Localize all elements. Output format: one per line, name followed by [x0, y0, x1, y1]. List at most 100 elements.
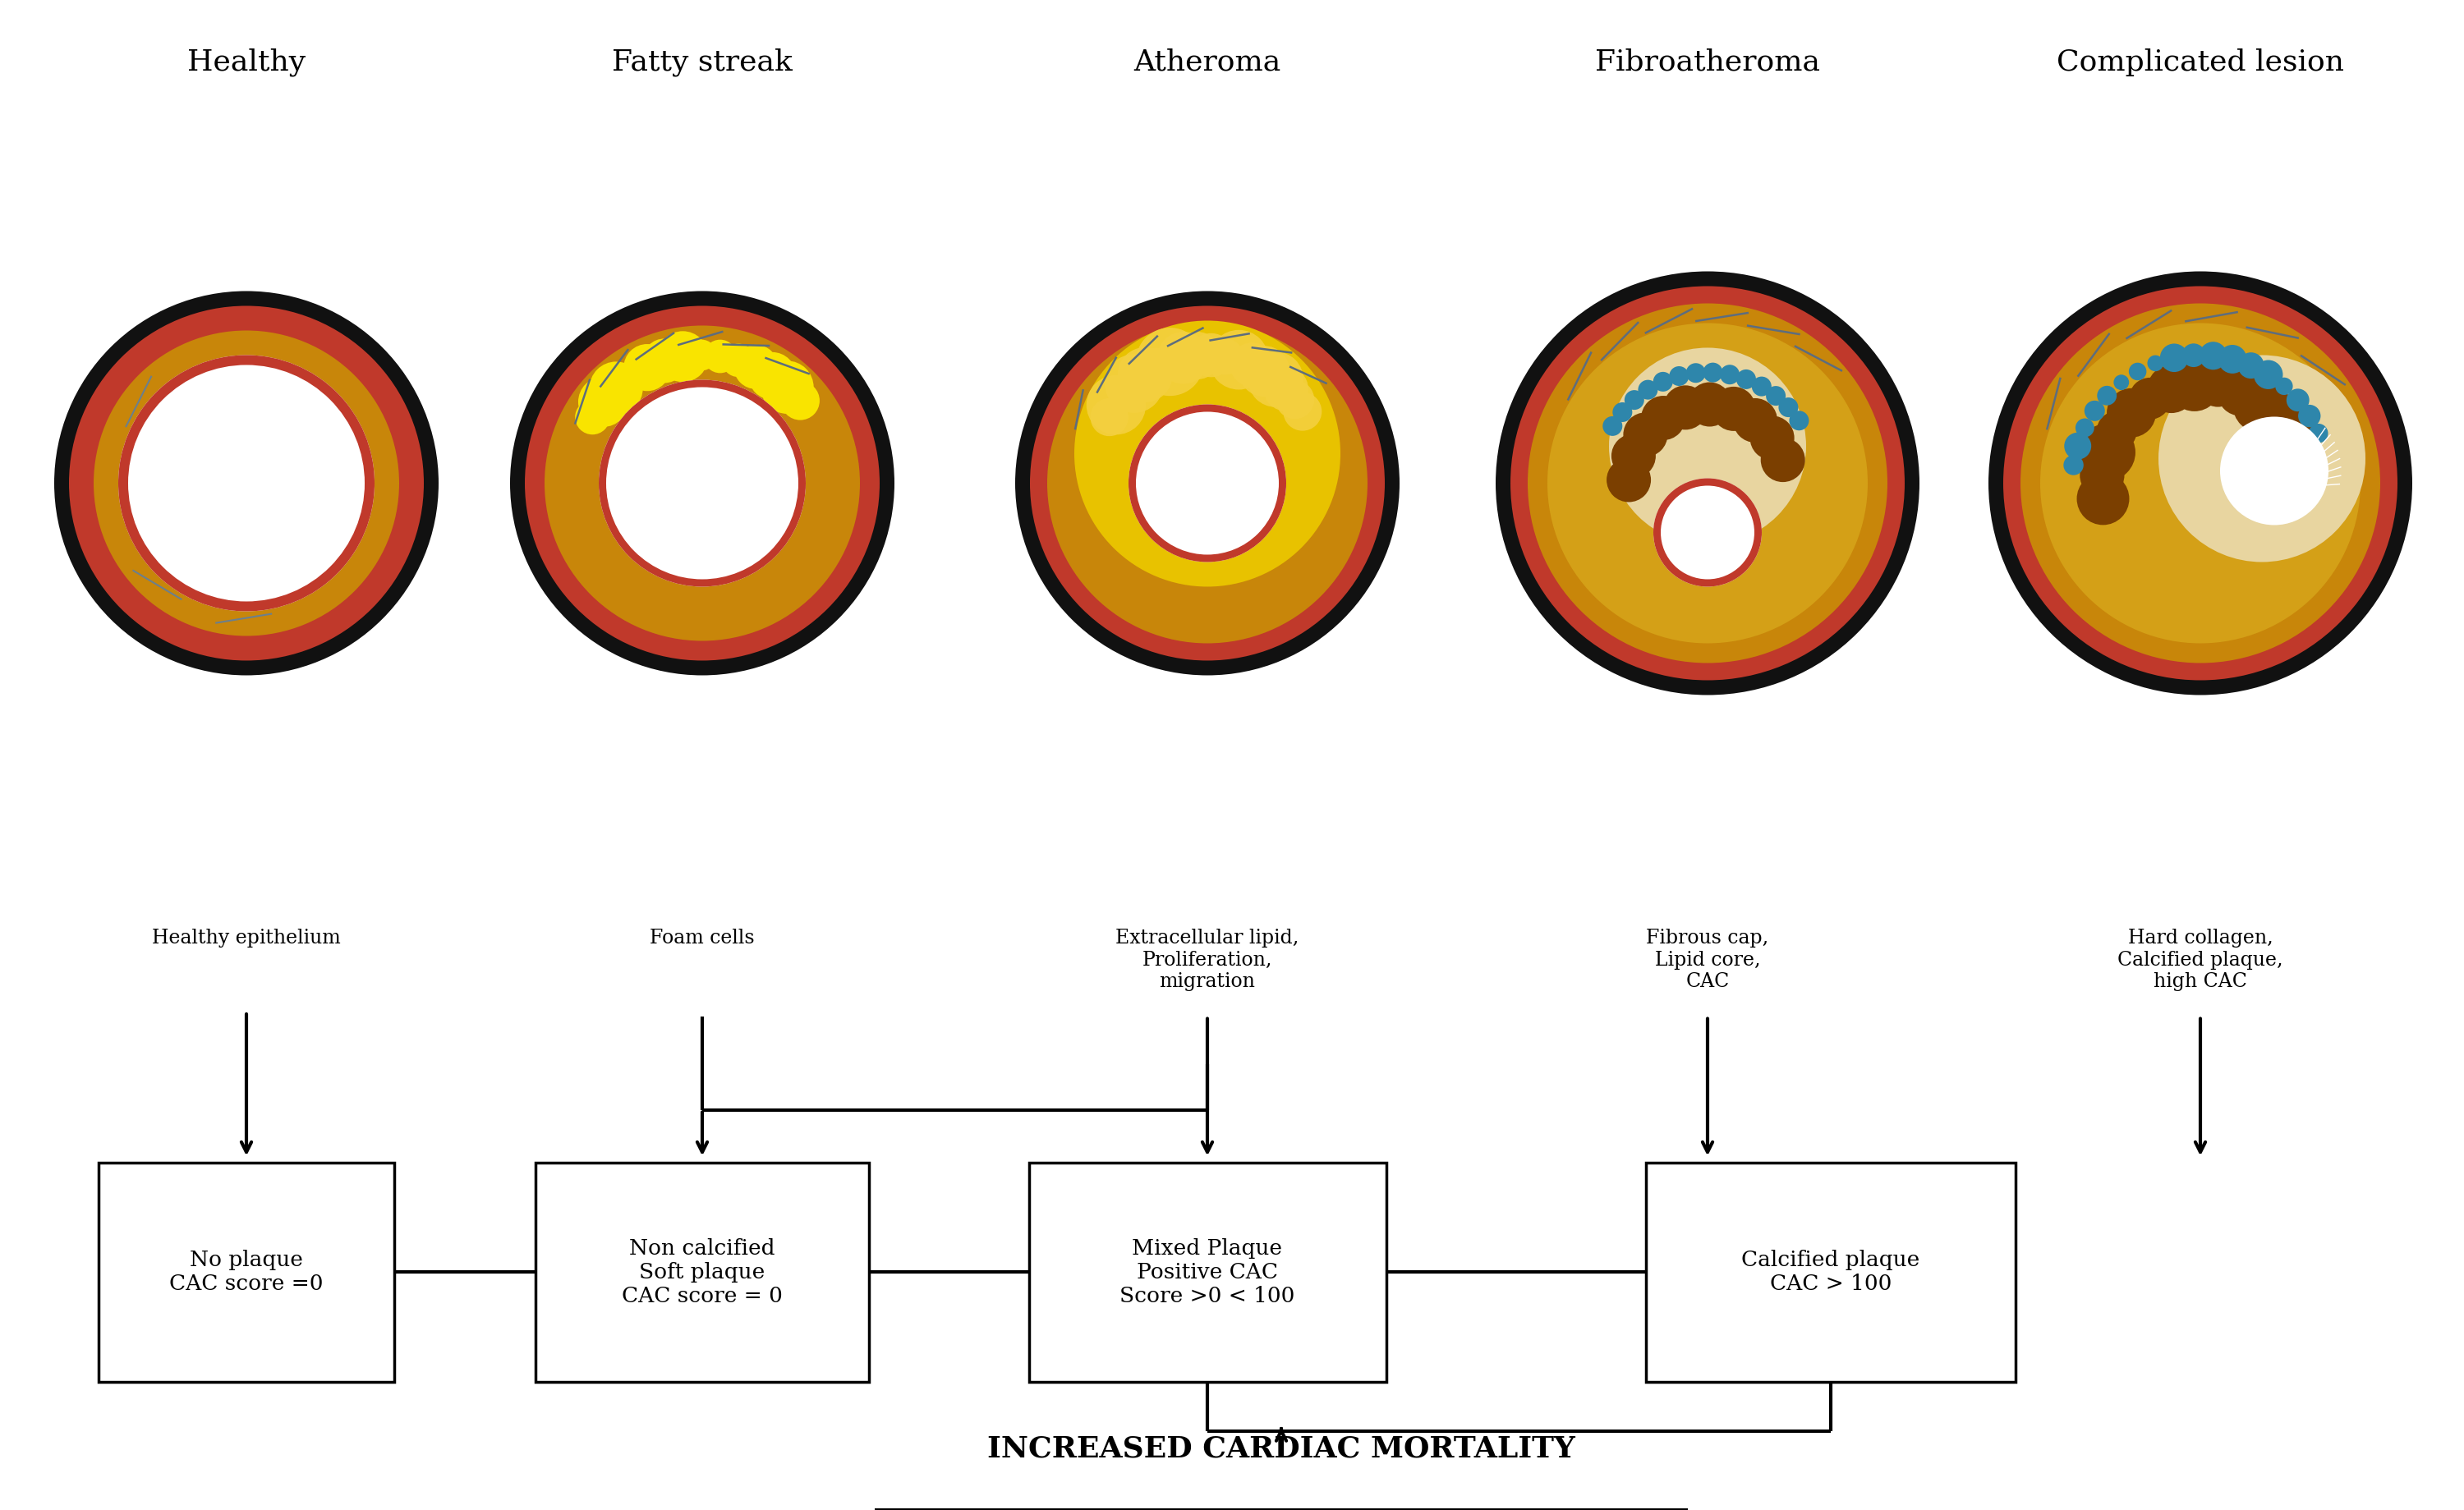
- Ellipse shape: [1779, 397, 1799, 417]
- Ellipse shape: [1496, 272, 1919, 695]
- Text: Complicated lesion: Complicated lesion: [2057, 48, 2343, 76]
- Ellipse shape: [1663, 385, 1708, 430]
- FancyBboxPatch shape: [1030, 1163, 1385, 1382]
- Ellipse shape: [1767, 387, 1786, 406]
- Ellipse shape: [623, 344, 670, 391]
- Ellipse shape: [658, 331, 707, 382]
- Ellipse shape: [2259, 412, 2319, 471]
- Ellipse shape: [2232, 378, 2289, 433]
- Ellipse shape: [1639, 381, 1658, 400]
- Ellipse shape: [1688, 382, 1732, 426]
- Ellipse shape: [1762, 438, 1806, 482]
- Ellipse shape: [702, 340, 737, 373]
- Ellipse shape: [2299, 405, 2321, 427]
- Ellipse shape: [1092, 399, 1129, 436]
- Ellipse shape: [1712, 387, 1757, 430]
- Ellipse shape: [574, 400, 611, 435]
- Ellipse shape: [1230, 343, 1274, 387]
- Ellipse shape: [1047, 323, 1368, 643]
- Ellipse shape: [69, 307, 424, 660]
- Ellipse shape: [2146, 355, 2163, 371]
- Ellipse shape: [685, 340, 717, 370]
- Ellipse shape: [1129, 405, 1286, 562]
- Ellipse shape: [643, 338, 687, 384]
- Ellipse shape: [1720, 365, 1740, 385]
- Ellipse shape: [722, 344, 754, 378]
- Ellipse shape: [2097, 385, 2117, 405]
- Ellipse shape: [2114, 374, 2129, 390]
- Ellipse shape: [1158, 332, 1210, 384]
- Ellipse shape: [2218, 370, 2262, 415]
- Text: Healthy: Healthy: [187, 48, 306, 77]
- Ellipse shape: [1789, 411, 1809, 430]
- Ellipse shape: [1609, 347, 1806, 545]
- Ellipse shape: [599, 379, 806, 587]
- Text: Mixed Plaque
Positive CAC
Score >0 < 100: Mixed Plaque Positive CAC Score >0 < 100: [1119, 1238, 1296, 1306]
- Ellipse shape: [1624, 390, 1643, 409]
- Ellipse shape: [1276, 381, 1313, 418]
- Ellipse shape: [1611, 433, 1656, 479]
- Ellipse shape: [1528, 304, 1887, 663]
- Ellipse shape: [1119, 347, 1173, 402]
- Ellipse shape: [1653, 371, 1673, 391]
- Ellipse shape: [510, 291, 894, 675]
- Ellipse shape: [1087, 374, 1146, 435]
- FancyBboxPatch shape: [99, 1163, 394, 1382]
- Ellipse shape: [1190, 334, 1232, 378]
- Text: Fatty streak: Fatty streak: [611, 48, 793, 77]
- Ellipse shape: [1138, 347, 1178, 387]
- Ellipse shape: [2107, 388, 2156, 438]
- Ellipse shape: [1264, 367, 1308, 411]
- Ellipse shape: [781, 382, 821, 420]
- Ellipse shape: [2065, 432, 2092, 459]
- Ellipse shape: [1284, 393, 1321, 430]
- Text: Healthy epithelium: Healthy epithelium: [153, 929, 340, 948]
- FancyBboxPatch shape: [535, 1163, 867, 1382]
- Text: No plaque
CAC score =0: No plaque CAC score =0: [170, 1250, 323, 1294]
- Text: Fibrous cap,
Lipid core,
CAC: Fibrous cap, Lipid core, CAC: [1646, 929, 1769, 991]
- Ellipse shape: [579, 378, 628, 427]
- Ellipse shape: [2062, 455, 2085, 476]
- Ellipse shape: [734, 344, 779, 390]
- Ellipse shape: [1611, 402, 1631, 421]
- Ellipse shape: [118, 355, 375, 612]
- Ellipse shape: [2247, 393, 2306, 450]
- Ellipse shape: [2085, 400, 2104, 421]
- Ellipse shape: [2287, 388, 2309, 412]
- Ellipse shape: [1104, 355, 1163, 412]
- Ellipse shape: [2237, 352, 2264, 379]
- Ellipse shape: [2255, 359, 2282, 390]
- Ellipse shape: [1136, 328, 1205, 396]
- Ellipse shape: [2003, 285, 2397, 681]
- Ellipse shape: [1129, 405, 1286, 562]
- Ellipse shape: [1685, 362, 1705, 384]
- Ellipse shape: [1074, 320, 1340, 587]
- Ellipse shape: [1173, 332, 1222, 379]
- Text: Foam cells: Foam cells: [650, 929, 754, 948]
- Text: Fibroatheroma: Fibroatheroma: [1594, 48, 1821, 76]
- Ellipse shape: [749, 352, 796, 400]
- Text: Hard collagen,
Calcified plaque,
high CAC: Hard collagen, Calcified plaque, high CA…: [2117, 929, 2284, 991]
- Ellipse shape: [1249, 352, 1303, 408]
- Ellipse shape: [761, 361, 813, 414]
- Text: Atheroma: Atheroma: [1133, 48, 1281, 76]
- Ellipse shape: [606, 387, 798, 580]
- Ellipse shape: [2309, 424, 2328, 442]
- Ellipse shape: [1703, 362, 1722, 382]
- Text: INCREASED CARDIAC MORTALITY: INCREASED CARDIAC MORTALITY: [988, 1434, 1574, 1462]
- Ellipse shape: [2040, 323, 2361, 643]
- Ellipse shape: [1015, 291, 1400, 675]
- Text: Non calcified
Soft plaque
CAC score = 0: Non calcified Soft plaque CAC score = 0: [621, 1238, 784, 1306]
- Ellipse shape: [2218, 344, 2247, 373]
- Ellipse shape: [616, 362, 646, 393]
- Ellipse shape: [1030, 307, 1385, 660]
- Ellipse shape: [1510, 285, 1905, 681]
- Ellipse shape: [2129, 378, 2171, 420]
- Ellipse shape: [1641, 396, 1685, 439]
- Ellipse shape: [1749, 415, 1794, 461]
- Ellipse shape: [1752, 376, 1772, 396]
- Ellipse shape: [1653, 479, 1762, 587]
- Ellipse shape: [118, 355, 375, 612]
- Ellipse shape: [2274, 378, 2294, 396]
- Ellipse shape: [1547, 323, 1868, 643]
